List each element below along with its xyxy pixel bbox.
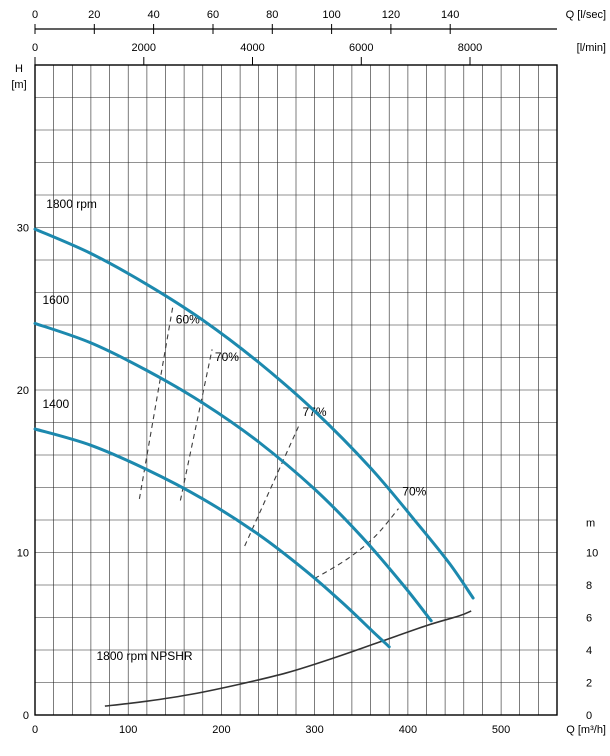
lmin-tick-label: 4000 — [240, 42, 264, 54]
flow-tick-label: 200 — [212, 724, 230, 736]
lsec-tick-label: 40 — [147, 9, 159, 21]
head-tick-label: 0 — [23, 710, 29, 722]
lsec-tick-label: 20 — [88, 9, 100, 21]
npsh-tick-label: 6 — [586, 613, 592, 625]
flow-tick-label: 500 — [492, 724, 510, 736]
lsec-axis-unit: Q [l/sec] — [566, 9, 606, 21]
lsec-tick-label: 120 — [382, 9, 400, 21]
curve-label: 1400 — [43, 397, 70, 411]
lmin-axis-unit: [l/min] — [577, 42, 606, 54]
head-tick-label: 10 — [17, 548, 29, 560]
bottom-axis-unit: Q [m³/h] — [566, 724, 606, 736]
npsh-tick-label: 2 — [586, 678, 592, 690]
flow-tick-label: 0 — [32, 724, 38, 736]
lsec-tick-label: 100 — [322, 9, 340, 21]
head-tick-label: 20 — [17, 385, 29, 397]
right-axis-unit: m — [586, 518, 595, 530]
pump-curve-1400 — [33, 427, 391, 649]
npsh-tick-label: 8 — [586, 580, 592, 592]
lmin-tick-label: 8000 — [458, 42, 482, 54]
efficiency-label: 70% — [402, 485, 426, 499]
lsec-tick-label: 140 — [441, 9, 459, 21]
flow-tick-label: 100 — [119, 724, 137, 736]
flow-tick-label: 400 — [399, 724, 417, 736]
npshr-label: 1800 rpm NPSHR — [97, 649, 193, 663]
npsh-tick-label: 0 — [586, 710, 592, 722]
lmin-tick-label: 6000 — [349, 42, 373, 54]
efficiency-line — [244, 425, 300, 547]
pump-curve-1600 — [33, 321, 433, 623]
left-axis-unit: [m] — [11, 79, 26, 91]
curve-label: 1600 — [43, 293, 70, 307]
lsec-tick-label: 60 — [207, 9, 219, 21]
lsec-tick-label: 80 — [266, 9, 278, 21]
efficiency-line — [314, 508, 399, 579]
plot-border — [34, 64, 558, 716]
lsec-tick-label: 0 — [32, 9, 38, 21]
efficiency-line — [138, 305, 174, 499]
efficiency-label: 70% — [215, 350, 239, 364]
lmin-tick-label: 0 — [32, 42, 38, 54]
npshr-curve — [104, 610, 472, 707]
flow-tick-label: 300 — [305, 724, 323, 736]
head-tick-label: 30 — [17, 223, 29, 235]
lmin-tick-label: 2000 — [132, 42, 156, 54]
efficiency-line — [179, 349, 213, 501]
npsh-tick-label: 10 — [586, 548, 598, 560]
curve-label: 1800 rpm — [46, 197, 97, 211]
npsh-tick-label: 4 — [586, 645, 592, 657]
left-axis-title: H — [15, 63, 23, 75]
pump-curve-1800-rpm — [33, 227, 475, 600]
